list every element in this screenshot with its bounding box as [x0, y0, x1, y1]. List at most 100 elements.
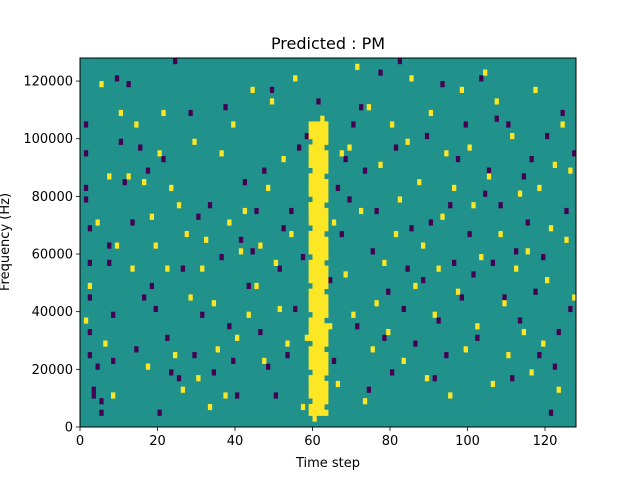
heatmap-cell-band [312, 121, 317, 128]
heatmap-cell-band [324, 282, 329, 290]
heatmap-cell-band [308, 213, 313, 220]
heatmap-cell-low [173, 58, 178, 65]
heatmap-cell-low [231, 357, 236, 364]
heatmap-cell-band [320, 340, 325, 347]
heatmap-cell-high [359, 207, 364, 215]
heatmap-cell-band [312, 242, 317, 249]
heatmap-cell-low [448, 202, 453, 209]
heatmap-cell-high [99, 81, 104, 88]
heatmap-cell-low [277, 265, 282, 272]
heatmap-cell-band [316, 357, 321, 364]
heatmap-cell-low [161, 156, 166, 163]
heatmap-cell-band [308, 346, 313, 353]
heatmap-cell-band [312, 144, 317, 151]
heatmap-cell-band [324, 121, 329, 128]
heatmap-cell-band [320, 375, 325, 382]
heatmap-cell-low [83, 184, 89, 192]
heatmap-cell-band [316, 380, 321, 388]
heatmap-cell-high [545, 277, 550, 284]
heatmap-cell-band [320, 138, 325, 145]
heatmap-cell-band [320, 213, 325, 220]
heatmap-cell-band [320, 219, 325, 226]
heatmap-cell-band [312, 219, 317, 226]
heatmap-cell-low [111, 357, 116, 364]
heatmap-cell-low [87, 352, 93, 359]
heatmap-cell-band [316, 173, 321, 180]
heatmap-cell-band [320, 288, 325, 295]
heatmap-cell-band [316, 156, 321, 163]
heatmap-cell-band [312, 375, 317, 382]
heatmap-cell-band [316, 323, 321, 330]
heatmap-cell-band [320, 271, 325, 278]
heatmap-cell-band [316, 207, 321, 215]
heatmap-cell-band [316, 150, 321, 157]
heatmap-cell-low [149, 282, 155, 290]
heatmap-cell-low [285, 352, 290, 359]
heatmap-cell-high [312, 415, 317, 422]
heatmap-cell-low [246, 282, 251, 290]
heatmap-cell-high [459, 86, 465, 93]
heatmap-cell-high [486, 173, 492, 180]
heatmap-cell-low [145, 167, 151, 174]
heatmap-cell-high [483, 69, 488, 76]
heatmap-cell-high [254, 282, 259, 290]
x-tick-label: 40 [227, 434, 244, 449]
heatmap-cell-band [312, 277, 317, 284]
heatmap-cell-band [316, 288, 321, 295]
heatmap-cell-band [312, 127, 317, 134]
heatmap-cell-band [316, 196, 321, 203]
heatmap-cell-high [227, 219, 232, 226]
heatmap-cell-band [308, 288, 313, 295]
heatmap-cell-low [281, 225, 286, 232]
heatmap-cell-high [95, 219, 100, 226]
heatmap-cell-band [308, 202, 313, 209]
heatmap-cell-high [196, 375, 201, 382]
heatmap-cell-low [560, 109, 565, 117]
heatmap-cell-band [316, 311, 321, 318]
heatmap-cell-band [324, 196, 329, 203]
heatmap-cell-band [312, 340, 317, 347]
heatmap-cell-high [304, 334, 310, 341]
heatmap-cell-band [312, 369, 317, 376]
heatmap-cell-band [312, 305, 317, 313]
heatmap-cell-band [316, 259, 321, 266]
heatmap-cell-band [312, 323, 317, 330]
heatmap-cell-high [180, 386, 186, 393]
heatmap-cell-band [320, 127, 325, 134]
heatmap-cell-band [308, 219, 313, 226]
heatmap-cell-low [413, 340, 418, 347]
heatmap-cell-low [533, 288, 538, 295]
heatmap-cell-band [312, 311, 317, 318]
heatmap-cell-low [126, 81, 131, 88]
heatmap-cell-band [320, 202, 325, 209]
heatmap-cell-low [378, 69, 383, 76]
heatmap-cell-band [312, 196, 317, 203]
heatmap-cell-band [324, 161, 329, 168]
heatmap-cell-low [366, 386, 372, 393]
heatmap-cell-low [211, 369, 217, 376]
heatmap-cell-band [320, 242, 325, 249]
heatmap-cell-low [87, 328, 93, 336]
heatmap-cell-low [293, 305, 298, 313]
heatmap-cell-high [490, 380, 496, 388]
heatmap-cell-band [320, 323, 325, 330]
heatmap-cell-band [312, 294, 317, 301]
heatmap-cell-low [250, 248, 255, 255]
heatmap-cell-high [87, 282, 93, 290]
heatmap-cell-band [308, 156, 313, 163]
heatmap-cell-band [316, 167, 321, 174]
heatmap-cell-high [548, 225, 554, 232]
heatmap-cell-low [525, 219, 530, 226]
heatmap-cell-band [312, 230, 317, 238]
heatmap-cell-low [343, 156, 348, 163]
heatmap-cell-high [506, 352, 511, 359]
heatmap-cell-low [444, 352, 449, 359]
heatmap-cell-high [281, 156, 286, 163]
heatmap-cell-high [184, 230, 189, 238]
y-tick-label: 100000 [23, 132, 73, 147]
heatmap-cell-band [308, 265, 313, 272]
x-tick-label: 100 [455, 434, 480, 449]
heatmap-cell-high [142, 179, 147, 186]
heatmap-cell-band [316, 121, 321, 128]
